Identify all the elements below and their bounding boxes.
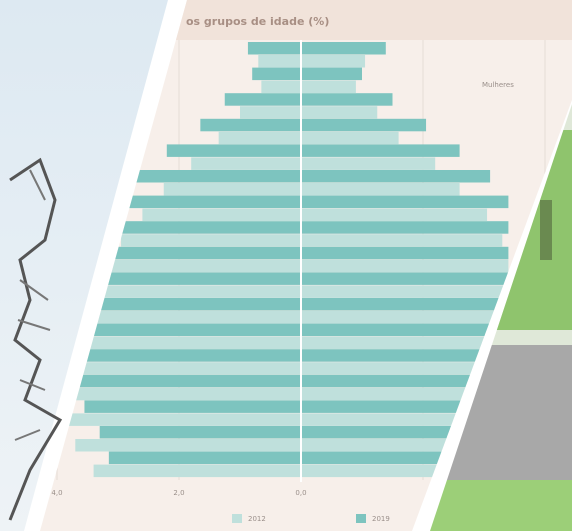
bar (301, 170, 490, 183)
bar (301, 247, 508, 259)
bar (240, 106, 301, 119)
x-tick-label: 0,0 (295, 489, 306, 497)
bar (301, 298, 515, 311)
bar (301, 196, 508, 209)
bar (301, 119, 426, 132)
bar (191, 157, 301, 170)
x-tick-label: 2,0 (173, 489, 184, 497)
side-label: Mulheres (482, 81, 514, 89)
bar (301, 311, 521, 324)
bar (81, 337, 301, 350)
bar (100, 285, 301, 298)
bar (219, 132, 301, 145)
bar (301, 221, 508, 234)
bar (88, 324, 302, 337)
bar (112, 221, 301, 234)
bar (121, 234, 301, 247)
bar (301, 209, 487, 222)
bar (81, 349, 301, 362)
bar (301, 68, 362, 81)
chart-title: os grupos de idade (%) (186, 15, 329, 28)
bar (57, 388, 301, 401)
bar (136, 170, 301, 183)
bar (248, 42, 301, 55)
bar (94, 465, 301, 478)
bar (301, 183, 460, 196)
legend-label: 2019 (372, 515, 390, 523)
legend-swatch (356, 514, 366, 523)
bar (106, 247, 301, 259)
bar (45, 413, 301, 426)
legend-swatch (232, 514, 242, 523)
bar (258, 55, 301, 68)
bar (301, 144, 460, 157)
x-tick-label: 4,0 (51, 489, 62, 497)
bar (69, 375, 301, 388)
bar (167, 144, 301, 157)
bar (84, 400, 301, 413)
bar (75, 439, 301, 452)
collage: os grupos de idade (%) Mulheres 4,0 2,0 0,… (0, 0, 572, 531)
bar (100, 272, 301, 285)
bar (142, 209, 301, 222)
bar (91, 311, 301, 324)
bar (94, 298, 301, 311)
bar (100, 426, 301, 439)
bar (301, 93, 393, 106)
bar (225, 93, 301, 106)
bar (118, 196, 301, 209)
bar (301, 234, 502, 247)
bar (301, 260, 508, 273)
bar (301, 272, 515, 285)
bar (109, 452, 301, 465)
bar (301, 42, 386, 55)
bar (164, 183, 301, 196)
bar (69, 362, 301, 375)
bar (301, 132, 399, 145)
bar (200, 119, 301, 132)
bar (252, 68, 301, 81)
bar (301, 324, 521, 337)
bar (301, 55, 365, 68)
bar (261, 81, 301, 94)
bar (301, 157, 435, 170)
legend-label: 2012 (248, 515, 266, 523)
bar (301, 106, 377, 119)
bar (301, 81, 356, 94)
bar (301, 285, 515, 298)
bar (109, 260, 301, 273)
